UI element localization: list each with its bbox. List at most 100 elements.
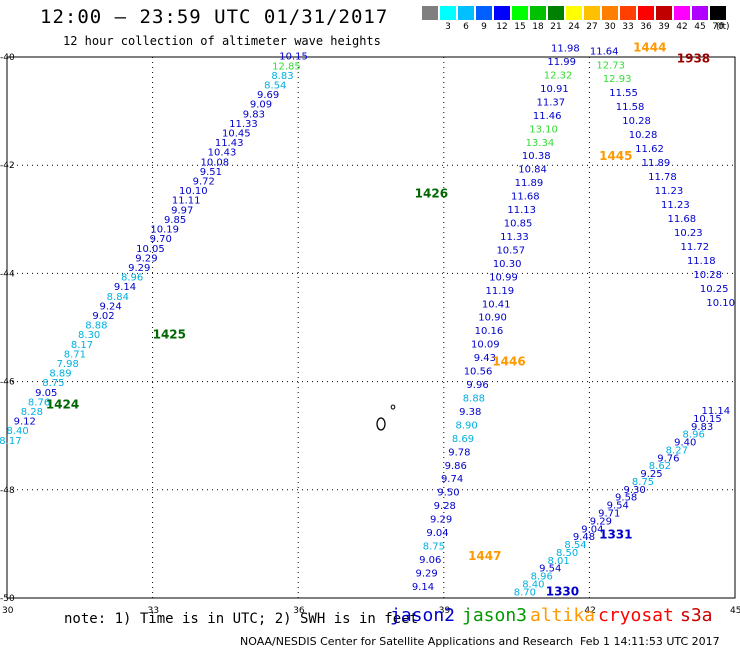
wave-height-value: 8.17 [0, 436, 22, 447]
wave-height-value: 9.86 [445, 461, 467, 472]
wave-height-value: 8.96 [121, 273, 143, 284]
footer-credit: NOAA/NESDIS Center for Satellite Applica… [240, 635, 574, 648]
footer-timestamp: Feb 1 14:11:53 UTC 2017 [580, 635, 720, 648]
orbit-label: 1444 [633, 41, 666, 55]
wave-height-value: 10.05 [136, 244, 165, 255]
color-swatch [494, 6, 510, 20]
lon-tick-label: 30 [2, 606, 14, 616]
wave-height-value: 11.33 [229, 119, 258, 130]
wave-height-value: 10.10 [179, 186, 208, 197]
wave-height-value: 10.19 [150, 225, 179, 236]
orbit-label: 1331 [599, 527, 632, 541]
wave-height-value: 11.55 [609, 88, 638, 99]
wave-height-value: 10.28 [629, 130, 658, 141]
lon-tick-label: 36 [293, 606, 305, 616]
color-swatch [656, 6, 672, 20]
wave-height-value: 8.40 [6, 426, 28, 437]
wave-height-value: 11.78 [648, 172, 677, 183]
wave-height-value: 10.85 [504, 219, 533, 230]
color-swatch-label: 27 [586, 22, 598, 32]
wave-height-value: 8.62 [649, 461, 671, 472]
wave-height-value: 8.96 [683, 430, 705, 441]
wave-height-value: 11.62 [635, 144, 664, 155]
wave-height-value: 9.25 [640, 469, 662, 480]
wave-height-value: 10.30 [493, 259, 522, 270]
wave-height-value: 8.70 [514, 587, 536, 598]
wave-height-value: 8.69 [452, 434, 474, 445]
color-swatch [692, 6, 708, 20]
mission-jason3: jason3 [462, 605, 528, 626]
lon-tick-label: 39 [439, 606, 451, 616]
orbit-label: 1446 [492, 354, 525, 368]
wave-height-value: 9.76 [657, 453, 679, 464]
wave-height-value: 10.16 [475, 326, 504, 337]
wave-height-value: 9.72 [193, 177, 215, 188]
wave-height-value: 9.40 [674, 438, 696, 449]
color-swatch-label: 6 [463, 22, 469, 32]
wave-height-value: 10.28 [693, 270, 722, 281]
wave-height-value: 10.23 [674, 228, 703, 239]
wave-height-value: 9.30 [623, 485, 645, 496]
wave-height-value: 10.25 [700, 284, 729, 295]
color-swatch-label: 3 [445, 22, 451, 32]
orbit-label: 1426 [415, 187, 448, 201]
color-swatch-label: 21 [550, 22, 562, 32]
wave-height-value: 10.43 [208, 148, 237, 159]
wave-height-value: 10.28 [622, 116, 651, 127]
wave-height-value: 9.14 [114, 282, 136, 293]
wave-height-value: 11.64 [590, 46, 619, 57]
wave-height-value: 9.38 [459, 407, 481, 418]
wave-height-value: 13.10 [529, 124, 558, 135]
color-swatch [458, 6, 474, 20]
wave-height-value: 9.54 [607, 501, 629, 512]
lat-tick-label: -44 [0, 269, 15, 279]
wave-height-value: 9.51 [200, 167, 222, 178]
island-shape [376, 417, 386, 431]
color-swatch-label: 15 [514, 22, 526, 32]
wave-height-value: 8.28 [21, 407, 43, 418]
wave-height-value: 9.78 [448, 447, 470, 458]
wave-height-value: 9.97 [171, 205, 193, 216]
wave-height-value: 8.88 [85, 321, 107, 332]
track-1444: 11.64 12.73 12.93 11.55 11.58 10.28 10.28 11.62… [590, 46, 735, 309]
island-outline [376, 404, 396, 431]
wave-height-value: 8.76 [28, 397, 50, 408]
color-swatch [512, 6, 528, 20]
orbit-label: 1447 [468, 549, 501, 563]
lat-tick-label: -50 [0, 594, 15, 604]
wave-height-value: 9.04 [426, 528, 448, 539]
wave-height-value: 9.29 [430, 515, 452, 526]
wave-height-value: 9.83 [243, 109, 265, 120]
wave-height-value: 9.29 [415, 568, 437, 579]
wave-height-value: 10.09 [471, 340, 500, 351]
wave-height-value: 11.19 [486, 286, 515, 297]
page-subtitle: 12 hour collection of altimeter wave hei… [63, 34, 381, 48]
wave-height-value: 10.57 [496, 245, 525, 256]
wave-height-value: 11.23 [661, 200, 690, 211]
color-swatch [476, 6, 492, 20]
color-swatch-label: 33 [622, 22, 634, 32]
color-scale-unit: (ft) [716, 22, 730, 32]
color-swatch [530, 6, 546, 20]
wave-height-value: 11.13 [507, 205, 536, 216]
track-1426: 10.1512.858.838.549.699.099.8311.3310.45… [0, 52, 308, 447]
wave-height-value: 7.98 [57, 359, 79, 370]
wave-height-value: 9.74 [441, 474, 463, 485]
page-title: 12:00 — 23:59 UTC 01/31/2017 [40, 6, 389, 28]
wave-height-value: 9.02 [92, 311, 114, 322]
wave-height-value: 9.29 [128, 263, 150, 274]
wave-height-value: 9.48 [573, 532, 595, 543]
wave-height-value: 8.83 [271, 71, 293, 82]
wave-height-value: 8.40 [522, 579, 544, 590]
lat-tick-label: -40 [0, 53, 15, 63]
wave-height-value: 11.72 [680, 242, 709, 253]
wave-height-value: 8.88 [463, 393, 485, 404]
wave-height-value: 9.70 [150, 234, 172, 245]
wave-height-value: 11.89 [642, 158, 671, 169]
wave-height-value: 11.11 [172, 196, 201, 207]
track-1331: 11.1410.159.838.969.408.279.768.629.258.… [514, 406, 730, 598]
wave-height-value: 11.43 [215, 138, 244, 149]
wave-height-value: 9.85 [164, 215, 186, 226]
wave-height-value: 11.99 [547, 57, 576, 68]
